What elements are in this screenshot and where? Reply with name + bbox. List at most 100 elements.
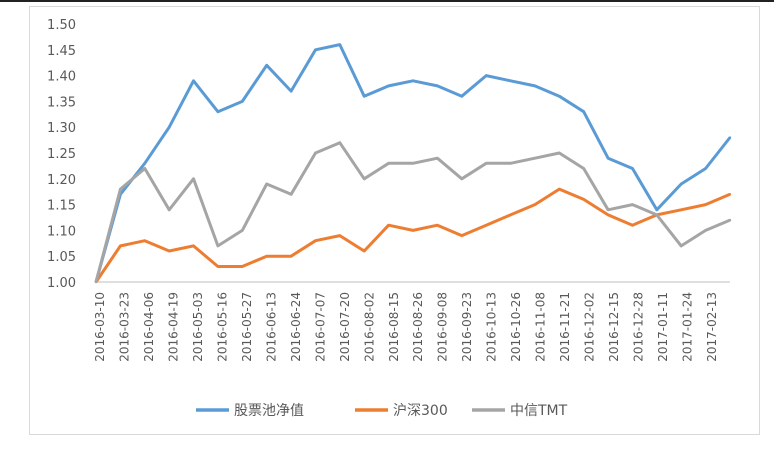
data-point (411, 162, 415, 165)
data-point (728, 218, 732, 222)
x-tick-label: 2016-12-15 (607, 292, 621, 362)
x-tick-label: 2016-08-02 (362, 292, 376, 362)
data-point (582, 198, 585, 201)
data-point (436, 224, 439, 227)
y-tick-label: 1.35 (47, 95, 76, 110)
data-point (338, 141, 342, 144)
data-point (704, 203, 707, 206)
x-tick-label: 2016-04-06 (142, 292, 156, 362)
x-tick-label: 2016-11-21 (558, 292, 572, 362)
data-point (119, 187, 122, 191)
data-point (143, 162, 146, 165)
data-point (314, 48, 317, 51)
x-tick-label: 2016-09-08 (436, 292, 450, 362)
x-tick-label: 2016-03-23 (117, 292, 131, 362)
y-axis: 1.00 1.05 1.10 1.15 1.20 1.25 1.30 1.35 1.40 1.45… (47, 18, 76, 291)
x-tick-label: 2016-10-13 (485, 292, 499, 362)
x-tick-label: 2016-04-19 (166, 292, 180, 362)
data-point (143, 167, 146, 170)
data-point (241, 229, 244, 232)
y-tick-label: 1.50 (47, 18, 76, 33)
data-point (631, 203, 634, 206)
y-tick-label: 1.40 (47, 70, 76, 85)
chart-frame (29, 6, 760, 435)
data-point (460, 95, 463, 98)
y-tick-label: 1.20 (47, 173, 76, 188)
data-point (265, 255, 268, 258)
x-tick-label: 2016-09-23 (460, 292, 474, 362)
data-point (606, 208, 610, 211)
x-tick-label: 2016-05-03 (191, 292, 205, 362)
data-point (167, 249, 171, 253)
data-point (728, 136, 732, 139)
data-point (314, 151, 317, 155)
x-tick-label: 2017-02-13 (705, 292, 719, 362)
data-point (363, 249, 366, 253)
x-tick-label: 2016-08-26 (411, 292, 425, 362)
data-point (387, 162, 390, 165)
data-point (436, 156, 439, 160)
data-point (533, 156, 537, 160)
legend-item-1: 股票池净值 (196, 403, 304, 419)
data-point (411, 229, 415, 232)
x-tick-label: 2017-01-24 (681, 292, 695, 362)
data-point (192, 79, 195, 82)
x-tick-label: 2016-07-07 (313, 292, 327, 362)
x-tick-label: 2016-11-08 (534, 292, 548, 362)
data-point (558, 187, 561, 191)
data-point (460, 234, 463, 237)
data-point (363, 95, 366, 98)
data-point (411, 79, 415, 82)
data-point (704, 229, 707, 232)
data-point (460, 177, 463, 180)
data-point (631, 167, 634, 170)
data-point (241, 100, 244, 103)
data-point (192, 177, 195, 180)
x-tick-label: 2016-08-15 (387, 292, 401, 362)
data-point (338, 234, 342, 237)
x-tick-label: 2016-05-27 (240, 292, 254, 362)
x-tick-label: 2016-10-26 (509, 292, 523, 362)
data-point (192, 244, 195, 248)
data-point (484, 162, 488, 165)
x-tick-label: 2016-06-24 (289, 292, 303, 362)
data-point (655, 213, 659, 217)
data-point (436, 84, 439, 88)
legend: 股票池净值 沪深300 中信TMT (196, 403, 568, 419)
data-point (216, 244, 220, 248)
data-point (387, 84, 390, 88)
data-point (533, 203, 537, 206)
data-point (216, 110, 220, 113)
data-point (582, 110, 585, 113)
data-point (631, 224, 634, 227)
x-tick-label: 2016-03-10 (93, 292, 107, 362)
data-point (558, 151, 561, 155)
y-tick-label: 1.00 (47, 276, 76, 291)
data-point (680, 244, 683, 248)
legend-label: 沪深300 (393, 403, 448, 419)
data-point (582, 167, 585, 170)
y-tick-label: 1.25 (47, 147, 76, 162)
data-point (558, 95, 561, 98)
data-point (167, 126, 171, 129)
legend-label: 中信TMT (510, 403, 568, 419)
data-point (728, 193, 732, 196)
data-point (509, 213, 512, 217)
data-point (606, 213, 610, 217)
data-point (167, 208, 171, 211)
x-tick-label: 2016-12-02 (583, 292, 597, 362)
legend-item-3: 中信TMT (472, 403, 568, 419)
data-point (484, 224, 488, 227)
top-border-line (0, 0, 774, 2)
data-point (314, 239, 317, 242)
data-point (289, 255, 293, 258)
data-point (94, 280, 98, 284)
x-tick-label: 2017-01-11 (656, 292, 670, 362)
data-point (704, 167, 707, 170)
y-tick-label: 1.05 (47, 250, 76, 265)
data-point (265, 64, 268, 67)
data-point (655, 208, 659, 211)
legend-label: 股票池净值 (234, 403, 304, 419)
y-tick-label: 1.30 (47, 121, 76, 136)
